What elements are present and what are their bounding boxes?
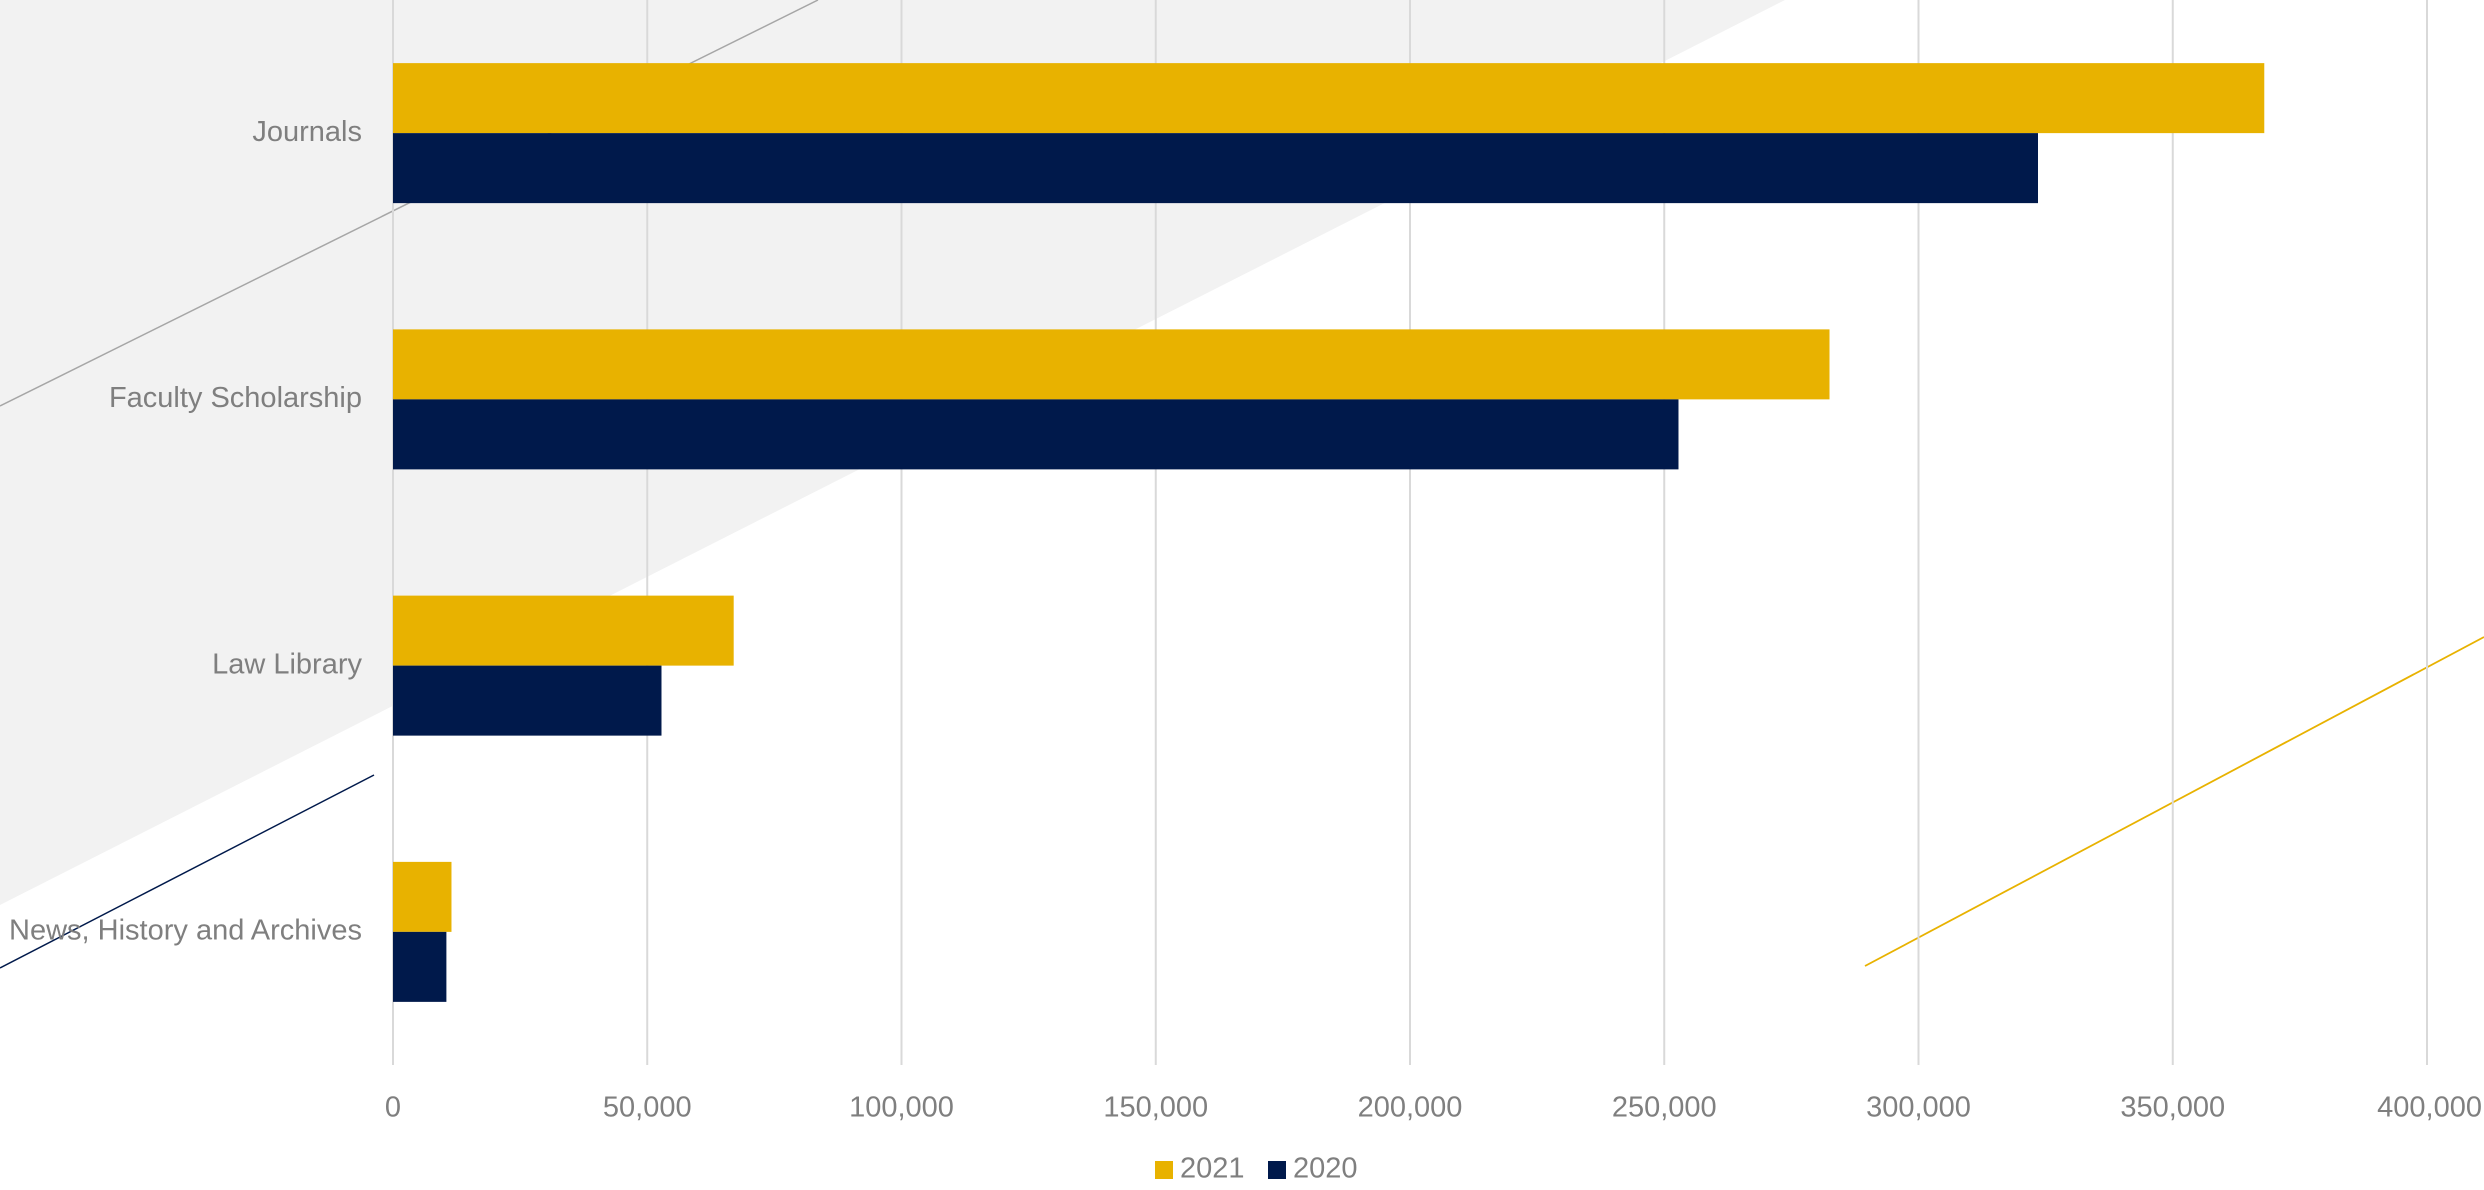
legend: 2021 2020 <box>1155 1153 1358 1185</box>
x-tick-label: 300,000 <box>1866 1092 1971 1124</box>
bar-2020-1 <box>393 399 1679 470</box>
bars <box>393 63 2265 1002</box>
legend-swatch-2021 <box>1155 1161 1173 1179</box>
decor-line-navy <box>0 774 375 969</box>
x-tick-label: 50,000 <box>603 1092 692 1124</box>
category-label: Faculty Scholarship <box>109 382 362 414</box>
legend-label: 2021 <box>1180 1153 1245 1185</box>
bar-2021-2 <box>393 595 734 666</box>
category-labels: Journals Faculty Scholarship Law Library Ne… <box>9 116 362 947</box>
bar-2021-3 <box>393 861 452 932</box>
x-tick-label: 400,000 <box>2377 1092 2482 1124</box>
x-axis-tick-labels: 0 50,000 100,000 150,000 200,000 250,000 300,0… <box>385 1092 2482 1124</box>
bar-2020-3 <box>393 931 447 1002</box>
x-tick-label: 150,000 <box>1103 1092 1208 1124</box>
legend-label: 2020 <box>1293 1153 1358 1185</box>
x-tick-label: 250,000 <box>1612 1092 1717 1124</box>
category-label: Law Library <box>212 648 362 680</box>
category-label: Journals <box>252 116 362 148</box>
x-tick-label: 0 <box>385 1092 401 1124</box>
bar-2021-1 <box>393 329 1830 400</box>
legend-swatch-2020 <box>1268 1161 1286 1179</box>
bar-2021-0 <box>393 63 2265 134</box>
category-label: News, History and Archives <box>9 915 362 947</box>
x-tick-label: 350,000 <box>2120 1092 2225 1124</box>
x-tick-label: 200,000 <box>1358 1092 1463 1124</box>
bar-2020-0 <box>393 133 2038 204</box>
x-tick-label: 100,000 <box>849 1092 954 1124</box>
bar-2020-2 <box>393 665 662 736</box>
decor-line-gold <box>1864 636 2484 967</box>
